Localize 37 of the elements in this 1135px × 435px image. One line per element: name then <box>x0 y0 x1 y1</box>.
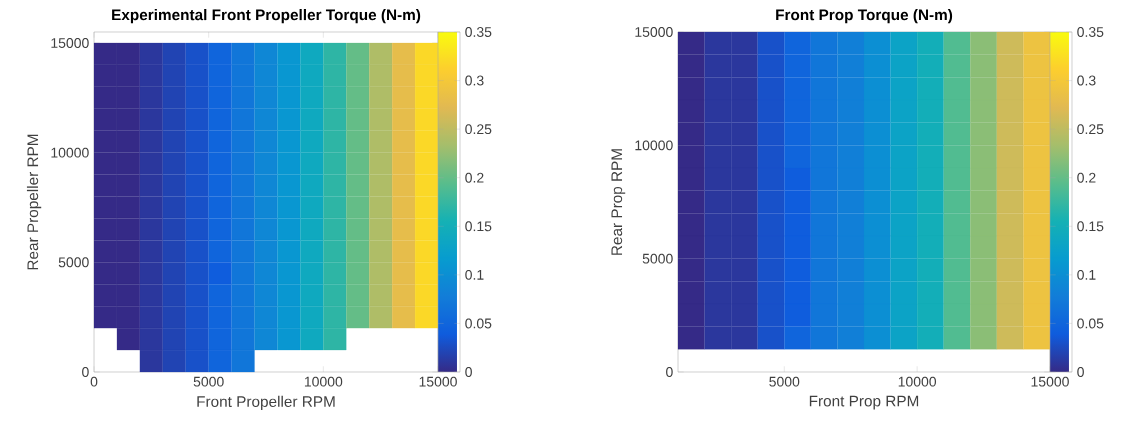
color-bar-label: 0.25 <box>1077 124 1104 135</box>
chart-title: Experimental Front Propeller Torque (N-m) <box>112 9 421 24</box>
y-tick-label: 10000 <box>51 147 89 158</box>
y-tick-label: 5000 <box>642 253 673 264</box>
x-tick-label: 10000 <box>304 376 343 387</box>
y-tick-label: 0 <box>666 367 673 377</box>
y-tick-label: 15000 <box>635 27 673 37</box>
x-axis-title: Front Prop RPM <box>809 395 919 410</box>
y-axis-title: Rear Prop RPM <box>611 149 626 255</box>
color-bar-label: 0.15 <box>465 221 492 232</box>
y-tick-label: 0 <box>82 367 89 377</box>
color-bar-label: 0.1 <box>465 269 484 280</box>
color-bar-label: 0.1 <box>1077 269 1096 280</box>
x-tick-label: 5000 <box>193 376 224 387</box>
x-tick-label: 15000 <box>419 376 457 387</box>
color-bar-label: 0.05 <box>465 318 492 329</box>
x-tick-label: 10000 <box>898 376 937 387</box>
color-bar-label: 0.3 <box>465 75 484 86</box>
y-tick-label: 5000 <box>58 257 89 268</box>
color-bar-label: 0.15 <box>1077 221 1104 232</box>
color-bar-label: 0.2 <box>1077 172 1096 183</box>
color-bar-label: 0.2 <box>465 172 484 183</box>
y-tick-label: 15000 <box>51 38 89 48</box>
x-tick-label: 5000 <box>769 376 800 387</box>
x-tick-label: 0 <box>90 376 98 387</box>
color-bar-label: 0.25 <box>465 124 492 135</box>
chart-title: Front Prop Torque (N-m) <box>776 9 953 24</box>
color-bar-label: 0.3 <box>1077 75 1096 86</box>
color-bar-label: 0.35 <box>465 27 492 37</box>
color-bar-label: 0 <box>1077 367 1084 377</box>
color-bar-label: 0.35 <box>1077 27 1104 37</box>
color-bar-label: 0 <box>465 367 472 377</box>
x-tick-label: 15000 <box>1031 376 1069 387</box>
x-axis-title: Front Propeller RPM <box>197 395 335 411</box>
color-bar-label: 0.05 <box>1077 318 1104 329</box>
y-axis-title: Rear Propeller RPM <box>26 134 42 270</box>
y-tick-label: 10000 <box>635 140 673 151</box>
